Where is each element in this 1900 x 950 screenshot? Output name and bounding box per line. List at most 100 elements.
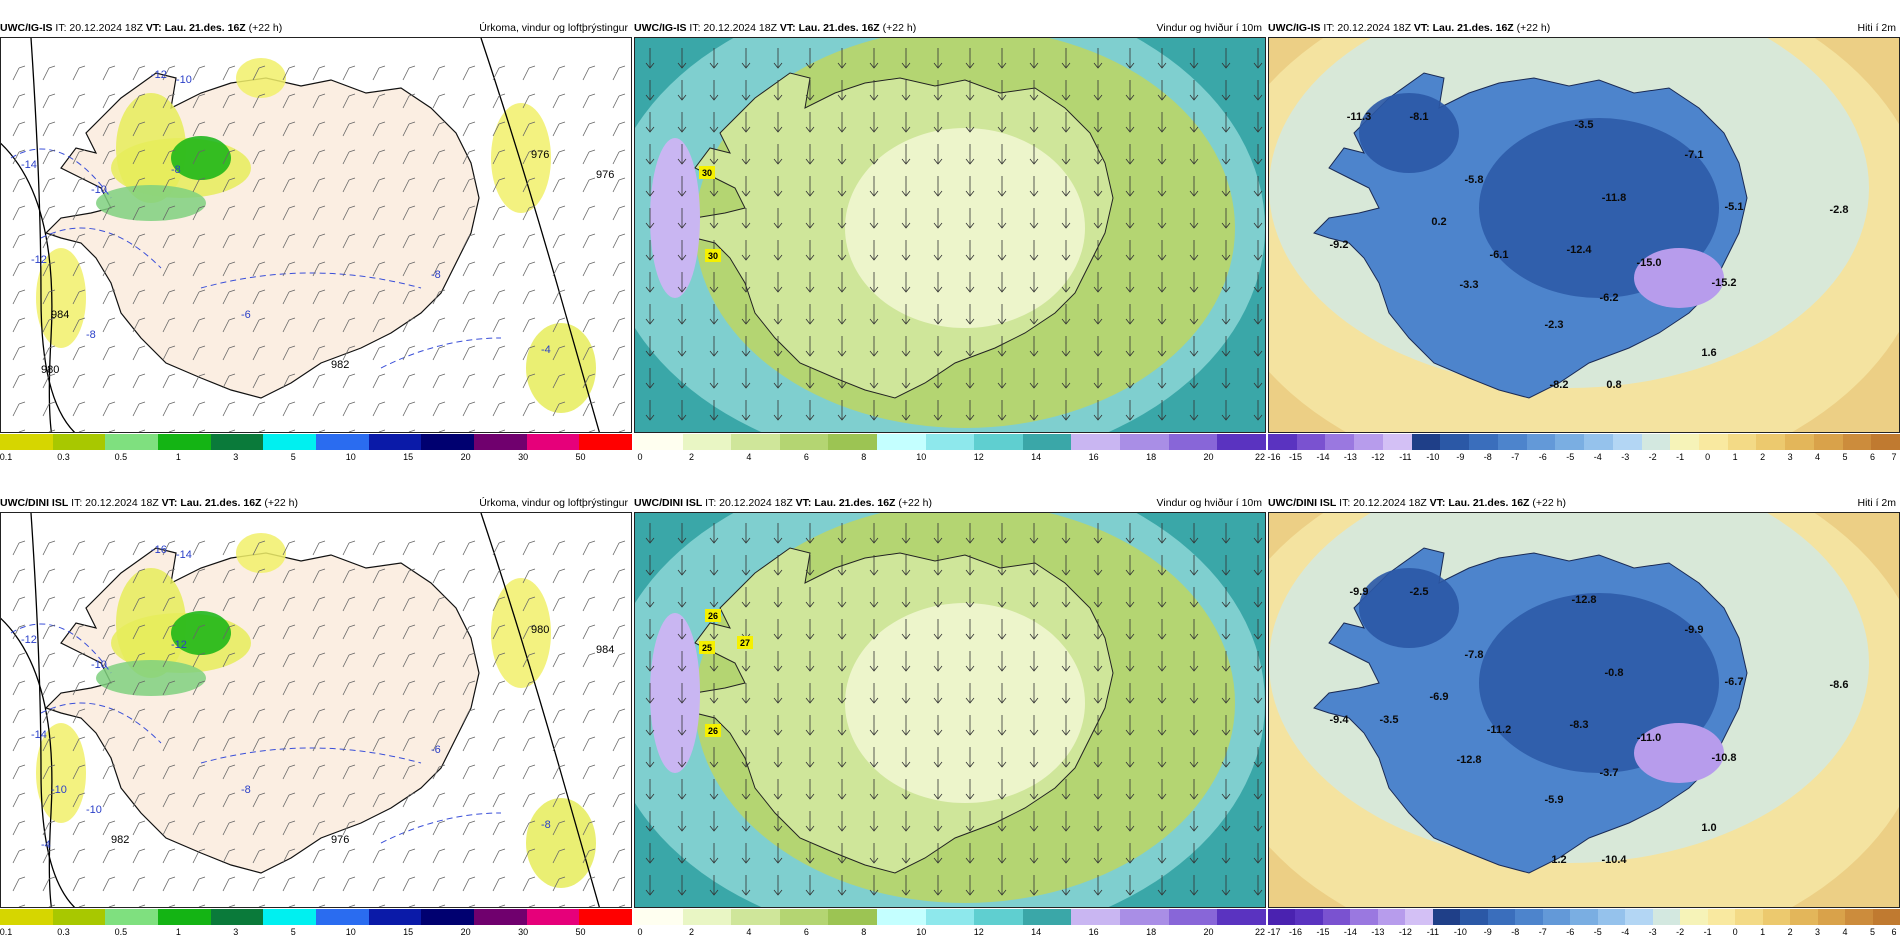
colorbar-swatch: [263, 434, 317, 450]
colorbar-swatch: [421, 434, 475, 450]
colorbar-tick-label: 8: [861, 452, 867, 462]
colorbar-swatch: [1570, 909, 1598, 925]
map-area[interactable]: -12 -10 -14 -10 -8 -12 -8 -6 -8 -4 984 980 976 976 982: [0, 37, 632, 433]
contour-label: -8: [86, 329, 96, 341]
valid-time-label: VT:: [145, 22, 162, 34]
colorbar-swatch: [1842, 434, 1872, 450]
colorbar-tick-label: -4: [1621, 927, 1630, 937]
gust-label: 25: [702, 643, 712, 653]
colorbar-tick-label: 6: [1891, 927, 1897, 937]
map-area[interactable]: -11.3 -8.1 -3.5 -7.1 -5.8 -11.8 -5.1 -2.8 0.2 -9.…: [1268, 37, 1900, 433]
colorbar-swatch: [634, 909, 683, 925]
colorbar-swatch: [1022, 909, 1072, 925]
colorbar-tick-label: 14: [1031, 452, 1042, 462]
colorbar-swatch: [1354, 434, 1383, 450]
map-svg: 30 30: [635, 38, 1265, 432]
colorbar-tick-label: -5: [1593, 927, 1602, 937]
contour-label: -6: [241, 309, 251, 321]
colorbar-tick-label: -14: [1316, 452, 1330, 462]
colorbar-tick-label: 7: [1891, 452, 1897, 462]
temperature-value: -3.7: [1600, 767, 1619, 779]
colorbar-swatch: [1217, 434, 1266, 450]
map-area[interactable]: 30 30: [634, 37, 1266, 433]
temperature-value: -0.8: [1605, 667, 1624, 679]
temperature-value: -11.0: [1637, 732, 1661, 744]
colorbar-tick-label: 16: [1088, 927, 1099, 937]
colorbar-tick-label: 20: [460, 927, 471, 937]
valid-time-label: VT:: [161, 497, 178, 509]
colorbar-tick-label: 4: [1815, 452, 1821, 462]
colorbar-tick-label: 22: [1254, 927, 1266, 937]
colorbar-swatch: [0, 909, 53, 925]
forecast-panel-2: UWC/IG-IS IT: 20.12.2024 18Z VT: Lau. 21…: [634, 0, 1266, 470]
colorbar-tick-label: 0: [1705, 452, 1711, 462]
forecast-panel-3: UWC/IG-IS IT: 20.12.2024 18Z VT: Lau. 21…: [1267, 0, 1900, 470]
temperature-value: -9.9: [1685, 624, 1704, 636]
colorbar-swatch: [925, 434, 975, 450]
colorbar-tick-label: -10: [1426, 452, 1440, 462]
lead-time: (+22 h): [1532, 497, 1566, 509]
init-time: 20.12.2024 18Z: [1337, 22, 1411, 34]
colorbar-swatch: [1296, 434, 1326, 450]
contour-label: -12: [151, 69, 167, 81]
colorbar-swatch: [1322, 909, 1351, 925]
colorbar-swatch: [1652, 909, 1681, 925]
colorbar-swatch: [1460, 909, 1488, 925]
temperature-value: -3.3: [1460, 279, 1479, 291]
colorbar-swatch: [105, 909, 159, 925]
gust-marker: [705, 249, 721, 262]
colorbar-swatch: [731, 434, 780, 450]
colorbar-swatch: [779, 434, 829, 450]
product-title: Vindur og hviður í 10m: [1156, 497, 1262, 509]
panel-header: UWC/DINI ISL IT: 20.12.2024 18Z VT: Lau.…: [634, 497, 1262, 509]
colorbar-swatch: [579, 434, 633, 450]
lead-time: (+22 h): [898, 497, 932, 509]
temperature-value: 1.0: [1701, 822, 1716, 834]
colorbar-swatch: [210, 909, 264, 925]
colorbar-swatch: [731, 909, 780, 925]
colorbar-tick-label: 2: [688, 927, 694, 937]
colorbar-tick-label: -5: [1566, 452, 1575, 462]
colorbar-swatch: [0, 434, 53, 450]
colorbar-tick-label: 0.5: [114, 452, 128, 462]
colorbar-swatch: [1872, 909, 1900, 925]
colorbar-swatch: [877, 434, 926, 450]
contour-label: 982: [331, 359, 349, 371]
map-svg: -9.9 -2.5 -12.8 -9.9 -7.8 -0.8 -6.7 -8.6 -6.9 -9.…: [1269, 513, 1899, 907]
colorbar-tick-label: 30: [518, 927, 529, 937]
colorbar-swatch: [1432, 909, 1461, 925]
colorbar-swatch: [1411, 434, 1441, 450]
colorbar-swatch: [1440, 434, 1470, 450]
colorbar-tick-label: -8: [1483, 452, 1492, 462]
colorbar: [0, 434, 633, 450]
colorbar-ticks: -16 -15 -14 -13 -12 -11 -10 -9 -8 -7 -6 -5 -4 -3 -2 -1 0…: [1267, 452, 1900, 464]
colorbar-swatch: [682, 434, 732, 450]
colorbar-tick-label: -11: [1426, 927, 1440, 937]
gust-label: 26: [708, 726, 718, 736]
colorbar-tick-label: 4: [1842, 927, 1848, 937]
init-time: 20.12.2024 18Z: [69, 22, 143, 34]
contour-label: -14: [176, 549, 192, 561]
contour-label: -8: [241, 784, 251, 796]
contour-label: -14: [21, 159, 37, 171]
colorbar-tick-label: 15: [403, 452, 414, 462]
contour-label: 976: [331, 834, 349, 846]
map-area[interactable]: -16 -14 -12 -10 -12 -14 -10 -8 -6 -8 -10 -4 984 980 97…: [0, 512, 632, 908]
map-area[interactable]: -9.9 -2.5 -12.8 -9.9 -7.8 -0.8 -6.7 -8.6 -6.9 -9.…: [1268, 512, 1900, 908]
gust-marker: [737, 636, 753, 649]
colorbar: [634, 909, 1266, 925]
init-time: 20.12.2024 18Z: [1353, 497, 1427, 509]
temperature-value: 0.8: [1606, 379, 1621, 391]
colorbar-swatch: [1597, 909, 1626, 925]
colorbar-tick-label: 2: [1787, 927, 1793, 937]
colorbar-tick-label: 5: [290, 452, 296, 462]
map-area[interactable]: 25 26 26 27: [634, 512, 1266, 908]
temperature-value: -12.8: [1456, 754, 1481, 766]
contour-label: -12: [31, 254, 47, 266]
map-svg: 25 26 26 27: [635, 513, 1265, 907]
colorbar-swatch: [210, 434, 264, 450]
colorbar-tick-label: 3: [233, 927, 239, 937]
colorbar-swatch: [1469, 434, 1498, 450]
colorbar-swatch: [526, 909, 580, 925]
temperature-value: -6.1: [1490, 249, 1509, 261]
